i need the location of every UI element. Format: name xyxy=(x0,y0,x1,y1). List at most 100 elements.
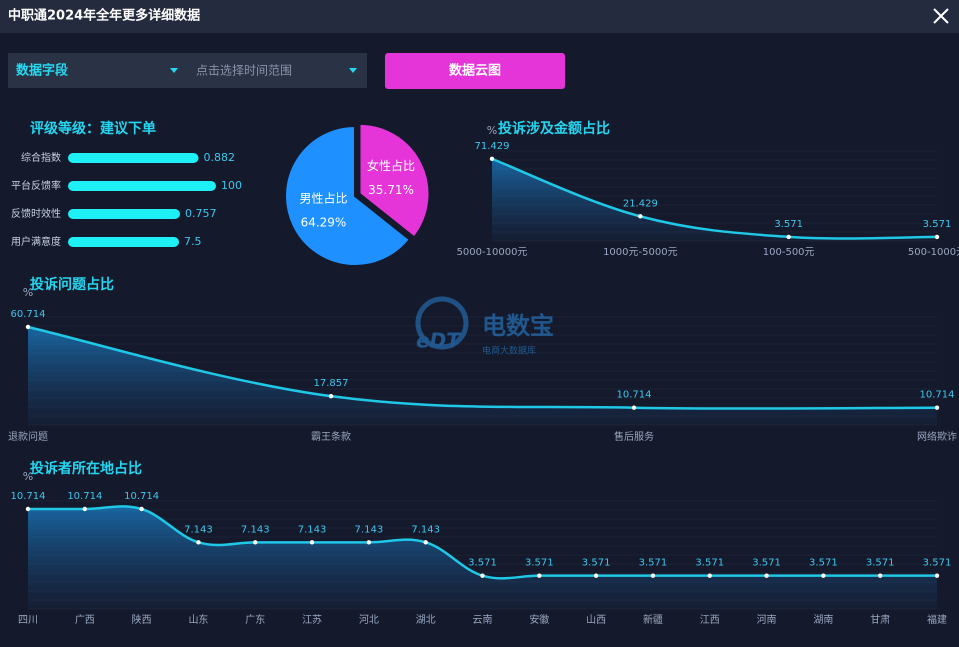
point xyxy=(309,540,315,545)
pie-label: 女性占比 xyxy=(367,158,415,173)
x-tick-label: 新疆 xyxy=(643,613,663,626)
header-title: 中职通2024年全年更多详细数据 xyxy=(8,8,200,24)
point xyxy=(877,573,883,578)
point xyxy=(25,506,31,512)
chart-title: 评级等级：建议下单 xyxy=(30,120,156,137)
x-tick-label: 四川 xyxy=(18,615,38,626)
x-tick-label: 福建 xyxy=(927,613,947,626)
value-label: 3.571 xyxy=(923,219,952,230)
point xyxy=(139,506,144,512)
value-label: 7.143 xyxy=(184,524,213,535)
value-label: 10.714 xyxy=(617,390,652,401)
pie-value: 64.29% xyxy=(301,216,347,230)
x-tick-label: 甘肃 xyxy=(870,613,890,626)
bar-value: 7.5 xyxy=(184,235,202,248)
chart-title: 投诉问题占比 xyxy=(30,276,114,293)
value-label: 10.714 xyxy=(124,491,159,502)
point xyxy=(650,573,656,578)
x-tick-label: 安徽 xyxy=(529,613,549,626)
bar-value: 0.757 xyxy=(185,207,217,220)
watermark-name: 电数宝 xyxy=(482,312,554,340)
point xyxy=(786,234,791,240)
value-label: 10.714 xyxy=(11,491,46,502)
point xyxy=(423,540,428,545)
area xyxy=(492,158,937,241)
x-tick-label: 售后服务 xyxy=(614,430,654,443)
x-tick-label: 陕西 xyxy=(132,613,152,626)
bar-value: 100 xyxy=(221,179,242,192)
x-tick-label: 山东 xyxy=(188,613,208,626)
pie-slice xyxy=(284,124,412,267)
time-range-input[interactable]: 点击选择时间范围 xyxy=(196,64,292,78)
x-tick-label: 广西 xyxy=(75,614,95,626)
select-box[interactable] xyxy=(8,53,367,88)
value-label: 3.571 xyxy=(866,558,895,569)
chart-title: 投诉者所在地占比 xyxy=(30,460,142,477)
value-label: 3.571 xyxy=(923,558,952,569)
watermark: eDT 电数宝 电商大数据库 xyxy=(415,296,554,357)
bar-label: 综合指数 xyxy=(21,151,61,164)
dropdown-arrow xyxy=(349,68,357,73)
bar xyxy=(68,153,199,163)
y-unit: % xyxy=(23,470,33,483)
x-tick-label: 网络欺诈 xyxy=(917,430,957,443)
x-tick-label: 江苏 xyxy=(302,613,322,626)
bar xyxy=(68,209,181,219)
value-label: 3.571 xyxy=(468,558,497,569)
line xyxy=(27,325,938,410)
x-tick-label: 河南 xyxy=(757,613,777,626)
close-button[interactable] xyxy=(928,4,954,30)
point xyxy=(253,540,258,545)
y-unit: % xyxy=(487,124,497,137)
header-bar xyxy=(0,0,959,33)
point xyxy=(631,405,637,410)
area xyxy=(28,506,937,609)
bar-label: 平台反馈率 xyxy=(11,179,61,192)
x-tick-label: 100-500元 xyxy=(763,247,815,258)
x-tick-label: 广东 xyxy=(245,613,265,626)
bar-label: 反馈时效性 xyxy=(11,207,61,220)
pie-slice xyxy=(358,122,431,239)
point xyxy=(934,573,940,578)
x-tick-label: 霸王条款 xyxy=(311,430,351,443)
pie-label: 男性占比 xyxy=(299,191,347,206)
dropdown-arrow xyxy=(170,68,178,73)
value-label: 3.571 xyxy=(695,558,724,569)
point xyxy=(480,573,485,578)
value-label: 7.143 xyxy=(298,524,327,535)
point xyxy=(934,234,940,240)
watermark-logo: eDT xyxy=(416,329,461,353)
value-label: 10.714 xyxy=(67,491,102,502)
pie-value: 35.71% xyxy=(368,183,414,197)
point xyxy=(196,540,201,545)
data-cloud-button[interactable]: 数据云图 xyxy=(385,53,565,89)
button-bg[interactable] xyxy=(385,53,565,89)
point xyxy=(82,506,88,512)
value-label: 17.857 xyxy=(314,378,349,389)
point xyxy=(25,324,31,330)
button-label[interactable]: 数据云图 xyxy=(449,63,501,79)
bar xyxy=(68,181,216,191)
value-label: 3.571 xyxy=(639,558,668,569)
point xyxy=(934,405,940,410)
watermark-subtitle: 电商大数据库 xyxy=(482,345,536,357)
area xyxy=(28,326,937,425)
value-label: 7.143 xyxy=(411,524,440,535)
x-tick-label: 湖北 xyxy=(416,614,436,626)
point xyxy=(537,573,542,578)
value-label: 3.571 xyxy=(752,558,781,569)
value-label: 3.571 xyxy=(582,558,611,569)
filter-select[interactable]: 数据字段 点击选择时间范围 xyxy=(8,53,367,88)
chart-title: 投诉涉及金额占比 xyxy=(498,120,610,137)
value-label: 21.429 xyxy=(623,198,658,209)
value-label: 71.429 xyxy=(475,141,510,152)
field-select[interactable]: 数据字段 xyxy=(16,63,68,79)
x-tick-label: 江西 xyxy=(700,614,720,626)
close-icon[interactable] xyxy=(933,8,949,24)
point xyxy=(821,573,826,578)
point xyxy=(593,573,599,578)
point xyxy=(489,156,495,162)
x-tick-label: 云南 xyxy=(473,613,493,626)
point xyxy=(707,573,712,578)
